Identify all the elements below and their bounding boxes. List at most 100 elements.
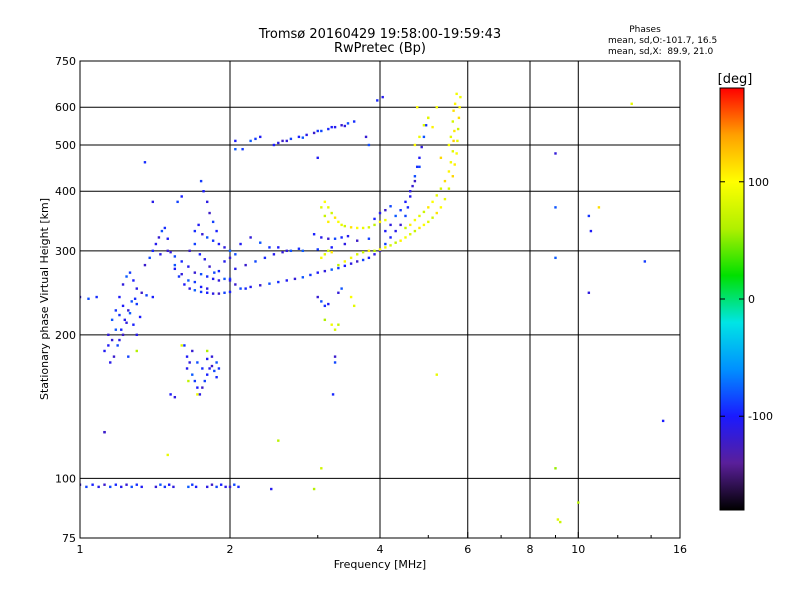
data-point — [135, 483, 138, 486]
data-point — [413, 229, 417, 233]
data-point — [208, 367, 211, 370]
data-point — [205, 275, 209, 278]
data-point — [316, 248, 319, 251]
data-point — [343, 264, 347, 268]
data-point — [323, 214, 327, 218]
data-point — [320, 467, 323, 470]
x-tick-label: 1 — [77, 543, 84, 556]
data-point — [320, 236, 323, 239]
data-point — [333, 355, 337, 358]
data-point — [210, 355, 214, 358]
data-point — [449, 161, 453, 164]
data-point — [285, 279, 288, 282]
data-point — [355, 253, 359, 256]
data-point — [554, 467, 557, 470]
data-point — [154, 242, 158, 246]
data-point — [456, 139, 459, 143]
data-point — [389, 223, 392, 227]
data-point — [157, 236, 161, 239]
data-point — [337, 263, 340, 267]
data-point — [159, 483, 162, 486]
data-point — [196, 361, 199, 364]
data-point — [118, 338, 121, 342]
data-point — [211, 239, 215, 242]
data-point — [234, 253, 237, 256]
data-point — [217, 269, 221, 273]
y-tick-label: 300 — [55, 245, 76, 258]
data-point — [114, 309, 118, 312]
data-point — [409, 195, 412, 198]
data-point — [367, 226, 371, 229]
data-point — [418, 156, 421, 160]
data-point — [132, 279, 135, 282]
data-point — [196, 393, 199, 396]
data-point — [244, 287, 247, 290]
data-point — [340, 124, 343, 127]
data-point — [193, 271, 197, 274]
data-point — [268, 282, 271, 285]
data-point — [451, 175, 455, 178]
data-point — [254, 137, 257, 141]
data-point — [333, 125, 337, 129]
y-tick-label: 100 — [55, 472, 76, 485]
data-point — [355, 239, 359, 242]
data-point — [285, 139, 288, 143]
x-tick-label: 6 — [464, 543, 471, 556]
data-point — [404, 200, 407, 204]
data-point — [135, 287, 138, 290]
data-point — [241, 147, 244, 151]
data-point — [166, 453, 169, 457]
data-point — [404, 214, 407, 218]
data-point — [320, 300, 323, 303]
data-point — [587, 291, 591, 294]
data-point — [376, 99, 379, 102]
data-point — [320, 256, 323, 260]
data-point — [169, 393, 172, 396]
data-point — [128, 271, 132, 274]
data-point — [121, 283, 125, 286]
y-axis-label: Stationary phase Virtual Height [km] — [38, 198, 51, 400]
data-point — [327, 249, 330, 253]
data-point — [130, 485, 133, 489]
data-point — [411, 184, 414, 188]
data-point — [201, 367, 204, 370]
data-point — [173, 267, 177, 271]
data-point — [435, 194, 438, 197]
data-point — [297, 247, 301, 250]
data-point — [340, 236, 343, 239]
data-point — [185, 355, 189, 358]
data-point — [301, 276, 305, 279]
data-point — [193, 229, 197, 233]
data-point — [103, 430, 106, 434]
data-point — [180, 195, 183, 198]
data-point — [135, 349, 138, 353]
data-point — [237, 485, 240, 489]
data-point — [451, 120, 455, 123]
data-point — [228, 277, 232, 281]
data-point — [352, 304, 356, 308]
data-point — [234, 283, 237, 286]
data-point — [107, 333, 110, 337]
data-point — [191, 483, 194, 486]
data-point — [355, 226, 359, 230]
data-point — [427, 116, 430, 120]
data-point — [270, 487, 273, 491]
data-point — [223, 260, 226, 263]
data-point — [217, 279, 221, 282]
data-point — [316, 271, 319, 274]
data-point — [167, 483, 171, 486]
data-point — [191, 349, 194, 353]
data-point — [211, 292, 215, 295]
data-point — [413, 175, 417, 178]
data-point — [210, 364, 214, 368]
data-point — [301, 249, 305, 253]
data-point — [133, 297, 137, 300]
data-point — [109, 485, 112, 489]
data-point — [121, 333, 125, 337]
data-point — [194, 485, 198, 489]
data-point — [199, 179, 203, 183]
data-point — [249, 139, 252, 143]
data-point — [180, 260, 183, 263]
data-point — [330, 125, 333, 129]
data-point — [128, 311, 132, 315]
